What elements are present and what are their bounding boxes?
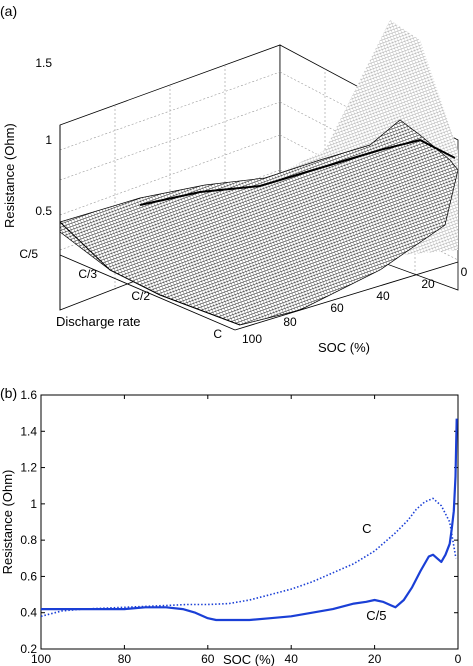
series-line-c-5 bbox=[41, 418, 458, 622]
series-annotation: C/5 bbox=[366, 608, 386, 623]
z-axis-label: Resistance (Ohm) bbox=[2, 123, 17, 228]
rate-tick-labels: C/5 C/3 C/2 C bbox=[19, 247, 222, 341]
y-tick-label: 1.6 bbox=[20, 388, 37, 402]
soc-tick-label: 0 bbox=[461, 265, 468, 279]
panel-a-label: (a) bbox=[0, 3, 17, 19]
soc-axis-label: SOC (%) bbox=[318, 340, 370, 355]
x-tick-label: 80 bbox=[118, 652, 132, 666]
panel-a: (a) bbox=[0, 3, 468, 355]
x-tick-label: 0 bbox=[455, 652, 462, 666]
z-tick-label: 1 bbox=[45, 133, 52, 147]
soc-tick-label: 100 bbox=[242, 332, 262, 346]
x-ticks: 100 80 60 40 20 0 bbox=[31, 395, 462, 666]
surface-edge-left bbox=[59, 221, 241, 326]
rate-tick-label: C/3 bbox=[78, 267, 97, 281]
rate-axis-label: Discharge rate bbox=[56, 314, 141, 329]
series-layer bbox=[40, 418, 458, 622]
x-tick-label: 20 bbox=[368, 652, 382, 666]
x-tick-label: 100 bbox=[31, 652, 51, 666]
y-axis-label: Resistance (Ohm) bbox=[0, 470, 15, 575]
y-tick-label: 1.2 bbox=[20, 461, 37, 475]
series-annotation: C bbox=[362, 521, 371, 536]
floor-axis-soc bbox=[234, 261, 459, 331]
soc-tick-label: 60 bbox=[330, 301, 344, 315]
soc-tick-labels-a: 100 80 60 40 20 0 bbox=[242, 265, 468, 346]
z-tick-labels: 0.5 1 1.5 bbox=[35, 56, 52, 218]
x-tick-label: 60 bbox=[201, 652, 215, 666]
soc-tick-label: 40 bbox=[376, 289, 390, 303]
y-tick-label: 0.8 bbox=[20, 533, 37, 547]
y-ticks: 0.2 0.4 0.6 0.8 1 1.2 1.4 1.6 bbox=[20, 388, 458, 656]
surface-ridge bbox=[139, 138, 456, 206]
y-tick-label: 0.6 bbox=[20, 569, 37, 583]
rate-tick-label: C/5 bbox=[19, 247, 38, 261]
surface-floor-axes bbox=[59, 125, 459, 331]
rate-tick-label: C bbox=[213, 327, 222, 341]
rate-tick-label: C/2 bbox=[131, 289, 150, 303]
plot-area bbox=[40, 394, 459, 650]
floor-axis-rate bbox=[59, 254, 236, 331]
series-line-c bbox=[40, 497, 457, 618]
x-tick-label: 40 bbox=[285, 652, 299, 666]
y-tick-label: 1 bbox=[30, 497, 37, 511]
y-tick-label: 0.4 bbox=[20, 606, 37, 620]
x-axis-label: SOC (%) bbox=[223, 652, 275, 666]
annotations: C C/5 bbox=[362, 521, 386, 623]
panel-b-label: (b) bbox=[0, 385, 17, 401]
panel-b: (b) 100 80 60 40 20 0 0.20.40.60.811.21.41.6 … bbox=[0, 385, 462, 666]
z-tick-label: 0.5 bbox=[35, 204, 52, 218]
z-tick-label: 1.5 bbox=[35, 56, 52, 70]
y-tick-label: 1.4 bbox=[20, 424, 37, 438]
y-tick-label: 0.2 bbox=[20, 642, 37, 656]
surface-mesh bbox=[59, 20, 459, 326]
soc-tick-label: 20 bbox=[421, 277, 435, 291]
soc-tick-label: 80 bbox=[283, 315, 297, 329]
